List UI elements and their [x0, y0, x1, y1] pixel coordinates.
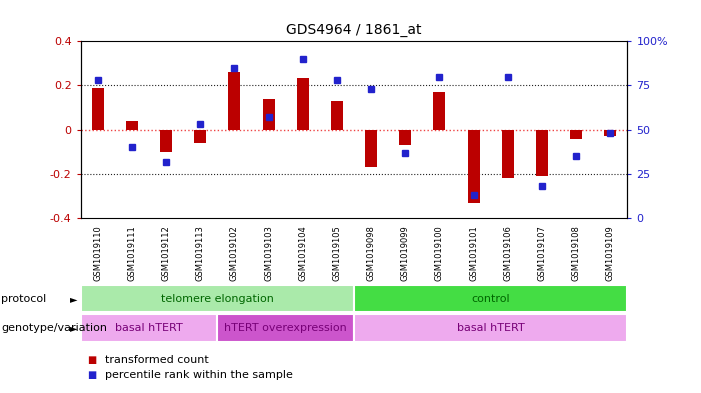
- Bar: [331, 101, 343, 130]
- Text: hTERT overexpression: hTERT overexpression: [224, 323, 347, 333]
- Bar: [433, 92, 445, 130]
- Text: basal hTERT: basal hTERT: [115, 323, 183, 333]
- Text: control: control: [471, 294, 510, 304]
- Bar: [194, 130, 206, 143]
- Text: protocol: protocol: [1, 294, 47, 304]
- Bar: [354, 314, 627, 342]
- Text: GSM1019098: GSM1019098: [367, 225, 376, 281]
- Text: GSM1019110: GSM1019110: [93, 225, 102, 281]
- Bar: [229, 72, 240, 130]
- Text: ■: ■: [88, 355, 97, 365]
- Text: GSM1019108: GSM1019108: [571, 225, 580, 281]
- Text: GSM1019109: GSM1019109: [606, 225, 615, 281]
- Text: telomere elongation: telomere elongation: [161, 294, 274, 304]
- Bar: [160, 130, 172, 152]
- Bar: [81, 285, 354, 312]
- Text: ■: ■: [88, 370, 97, 380]
- Bar: [126, 121, 138, 130]
- Bar: [536, 130, 548, 176]
- Bar: [263, 99, 275, 130]
- Text: ►: ►: [69, 294, 77, 304]
- Bar: [468, 130, 479, 203]
- Text: genotype/variation: genotype/variation: [1, 323, 107, 333]
- Text: GSM1019101: GSM1019101: [469, 225, 478, 281]
- Text: GSM1019112: GSM1019112: [161, 225, 170, 281]
- Text: GSM1019103: GSM1019103: [264, 225, 273, 281]
- Text: transformed count: transformed count: [105, 355, 209, 365]
- Text: GSM1019102: GSM1019102: [230, 225, 239, 281]
- Bar: [502, 130, 514, 178]
- Bar: [92, 88, 104, 130]
- Bar: [217, 314, 354, 342]
- Bar: [400, 130, 411, 145]
- Bar: [81, 314, 217, 342]
- Text: GSM1019100: GSM1019100: [435, 225, 444, 281]
- Text: GSM1019107: GSM1019107: [538, 225, 547, 281]
- Text: percentile rank within the sample: percentile rank within the sample: [105, 370, 293, 380]
- Text: basal hTERT: basal hTERT: [457, 323, 524, 333]
- Text: GSM1019099: GSM1019099: [401, 225, 410, 281]
- Bar: [365, 130, 377, 167]
- Text: GDS4964 / 1861_at: GDS4964 / 1861_at: [286, 23, 422, 37]
- Text: ►: ►: [69, 323, 77, 333]
- Text: GSM1019111: GSM1019111: [128, 225, 137, 281]
- Bar: [604, 130, 616, 136]
- Bar: [354, 285, 627, 312]
- Bar: [297, 78, 308, 130]
- Text: GSM1019106: GSM1019106: [503, 225, 512, 281]
- Text: GSM1019105: GSM1019105: [332, 225, 341, 281]
- Text: GSM1019104: GSM1019104: [298, 225, 307, 281]
- Text: GSM1019113: GSM1019113: [196, 225, 205, 281]
- Bar: [570, 130, 582, 138]
